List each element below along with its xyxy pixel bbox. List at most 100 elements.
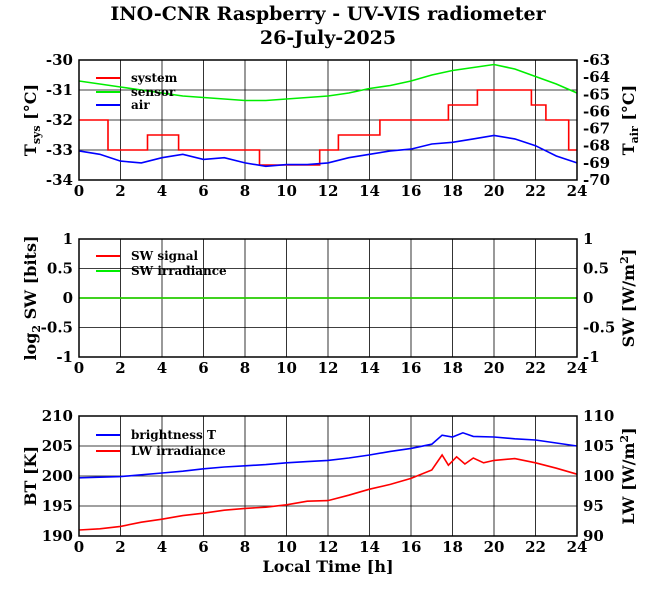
y2-tick-label: 0 [583,289,593,307]
series-line-brightness-t [78,431,578,479]
y2-tick-label: -64 [583,68,610,86]
series-line-lw-irradiance [78,453,578,531]
y-axis-label: BT [K] [21,446,40,506]
legend-entry: LW irradiance [131,444,226,458]
x-tick-label: 8 [240,538,250,556]
y2-tick-label: 1 [583,230,593,248]
x-tick-label: 10 [276,538,297,556]
y-tick-label: -32 [46,111,73,129]
y2-axis-label: SW [W/m2] [618,249,638,348]
x-tick-label: 22 [525,359,546,377]
x-tick-label: 2 [115,182,125,200]
x-tick-label: 22 [525,538,546,556]
y2-tick-label: -0.5 [583,319,615,337]
x-tick-label: 12 [318,182,339,200]
x-tick-label: 24 [567,182,588,200]
x-tick-label: 24 [567,359,588,377]
y2-tick-label: -63 [583,51,610,69]
x-tick-label: 4 [157,538,167,556]
x-tick-label: 20 [484,359,505,377]
x-tick-label: 4 [157,182,167,200]
x-tick-label: 6 [198,359,208,377]
y2-tick-label: 0.5 [583,260,609,278]
y-axis-label: Tsys [°C] [21,84,43,156]
y-tick-label: -33 [46,141,73,159]
x-tick-label: 0 [74,359,84,377]
x-tick-label: 22 [525,182,546,200]
x-tick-label: 2 [115,538,125,556]
x-tick-label: 2 [115,359,125,377]
y-tick-label: -1 [56,348,73,366]
x-tick-label: 6 [198,538,208,556]
series-line-system [79,89,577,166]
y2-axis-label: LW [W/m2] [618,427,638,524]
y-tick-label: -0.5 [41,319,73,337]
y2-tick-label: -69 [583,154,610,172]
panel-longwave: 0 2 4 6 8 10 12 14 16 18 20 22 241901952002052109095… [21,407,638,576]
y-tick-label: 200 [42,467,73,485]
plot-frame [78,415,578,537]
x-tick-label: 20 [484,538,505,556]
x-tick-label: 0 [74,538,84,556]
y2-tick-label: 95 [583,497,604,515]
legend-entry: SW signal [131,249,199,263]
legend-entry: system [131,71,178,85]
y-tick-label: 0.5 [47,260,73,278]
legend-entry: sensor [131,85,176,99]
chart-title: INO-CNR Raspberry - UV-VIS radiometer [110,3,546,25]
x-tick-label: 18 [442,538,463,556]
x-tick-label: 8 [240,182,250,200]
x-tick-label: 18 [442,182,463,200]
x-tick-label: 10 [276,182,297,200]
x-tick-label: 10 [276,359,297,377]
y2-tick-label: -66 [583,102,610,120]
y-tick-label: 1 [63,230,73,248]
x-axis-label: Local Time [h] [262,557,393,576]
legend-entry: SW irradiance [131,264,227,278]
plot-frame [78,59,578,181]
x-tick-label: 12 [318,359,339,377]
x-tick-label: 16 [401,538,422,556]
x-tick-label: 14 [359,182,380,200]
y-tick-label: -30 [46,51,73,69]
x-tick-label: 12 [318,538,339,556]
y2-tick-label: 90 [583,527,604,545]
y-tick-label: -34 [46,171,73,189]
x-tick-label: 18 [442,359,463,377]
y-tick-label: 210 [42,407,73,425]
series-line-sensor [78,63,578,102]
y-axis-label: log2 SW [bits] [21,235,43,360]
x-tick-label: 20 [484,182,505,200]
y2-tick-label: -67 [583,120,610,138]
y2-tick-label: -65 [583,85,610,103]
plot-frame [78,238,578,358]
y-tick-label: 195 [42,497,73,515]
panel-shortwave: 0 2 4 6 8 10 12 14 16 18 20 22 24-1-0.500.51-1-0.500… [21,230,638,377]
x-tick-label: 16 [401,182,422,200]
y2-tick-label: 110 [583,407,614,425]
legend-entry: brightness T [131,428,216,442]
y2-tick-label: -70 [583,171,610,189]
x-tick-label: 24 [567,538,588,556]
y-tick-label: 190 [42,527,73,545]
x-tick-label: 14 [359,538,380,556]
y2-tick-label: -1 [583,348,600,366]
y-tick-label: 205 [42,437,73,455]
legend: brightness T LW irradiance [96,428,226,458]
chart-subtitle: 26-July-2025 [260,27,396,49]
y2-tick-label: -68 [583,137,610,155]
y2-axis-label: Tair [°C] [619,85,641,155]
y-tick-label: 0 [63,289,73,307]
panel-temperature: 0 2 4 6 8 10 12 14 16 18 20 22 24-34-33-32-31-30-70-… [21,51,641,200]
y2-tick-label: 105 [583,437,614,455]
legend-entry: air [131,98,150,112]
x-tick-label: 14 [359,359,380,377]
x-tick-label: 4 [157,359,167,377]
y2-tick-label: 100 [583,467,614,485]
x-tick-label: 6 [198,182,208,200]
series-line-air [78,134,578,168]
x-tick-label: 0 [74,182,84,200]
